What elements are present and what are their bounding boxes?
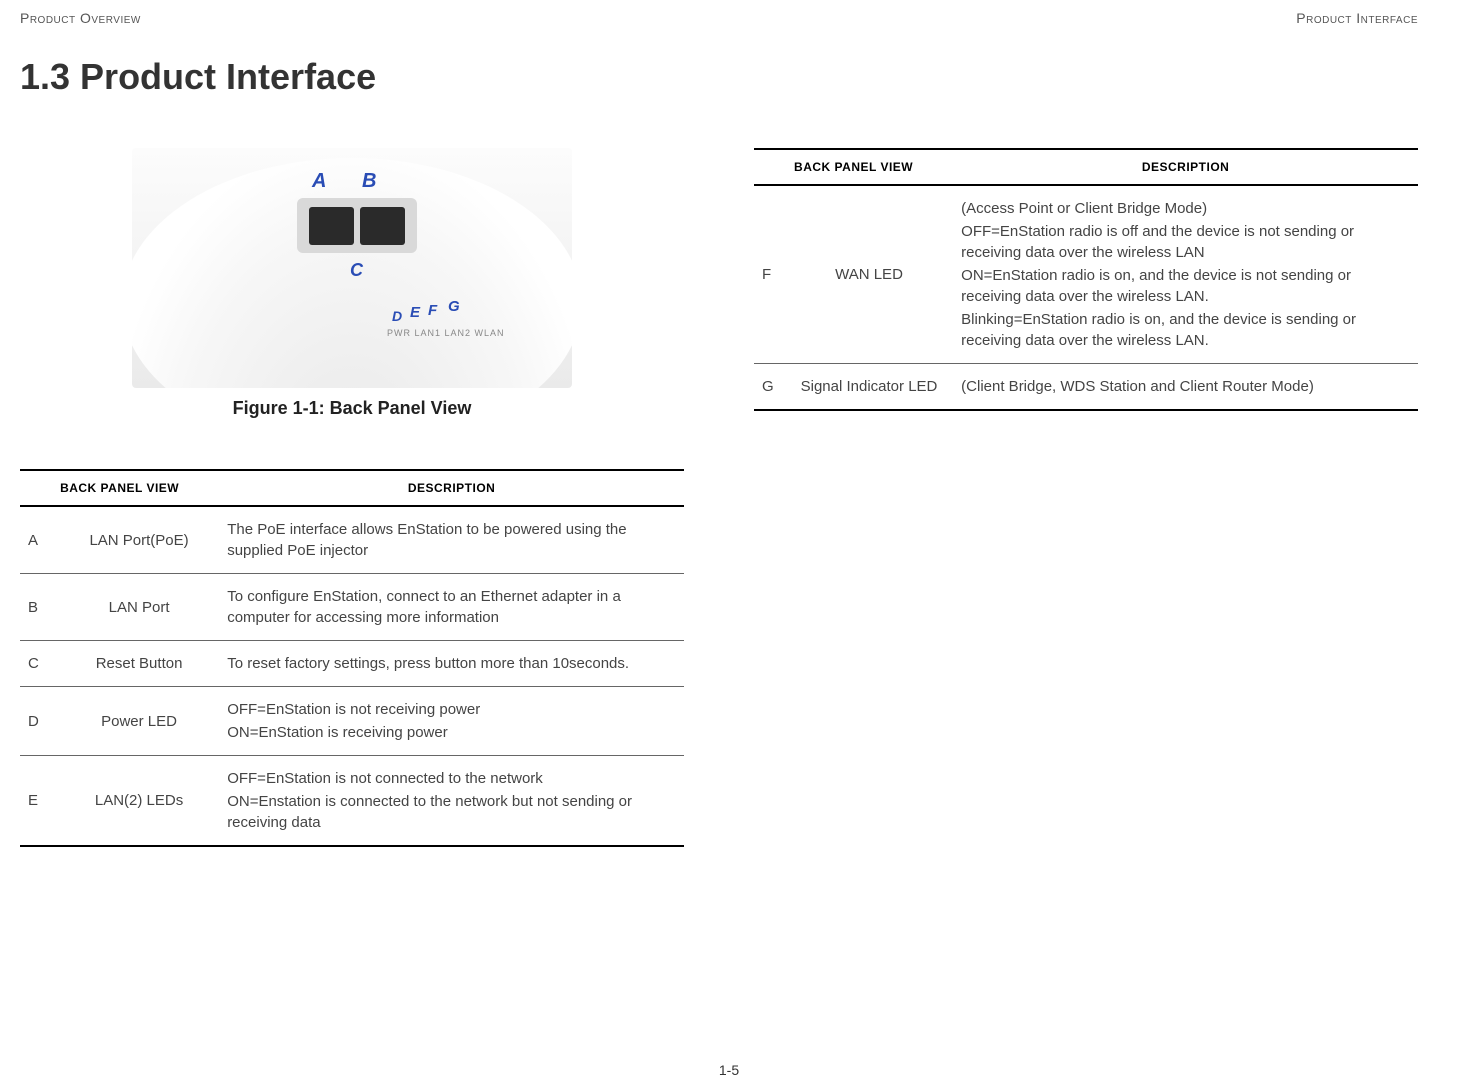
right-table: BACK PANEL VIEW DESCRIPTION FWAN LED(Acc…	[754, 148, 1418, 411]
description-line: (Access Point or Client Bridge Mode)	[961, 198, 1410, 219]
content-columns: A B C D E F G PWR LAN1 LAN2 WLAN Figure …	[0, 118, 1458, 847]
row-name: LAN Port(PoE)	[59, 506, 219, 574]
th-view: BACK PANEL VIEW	[20, 470, 219, 506]
description-line: ON=Enstation is connected to the network…	[227, 791, 676, 833]
row-key: E	[20, 756, 59, 847]
table-header-row: BACK PANEL VIEW DESCRIPTION	[754, 149, 1418, 185]
left-table: BACK PANEL VIEW DESCRIPTION ALAN Port(Po…	[20, 469, 684, 847]
row-name: Signal Indicator LED	[785, 364, 953, 411]
description-line: To configure EnStation, connect to an Et…	[227, 586, 676, 628]
row-name: Reset Button	[59, 641, 219, 687]
table-row: CReset Button To reset factory settings, …	[20, 641, 684, 687]
port-lan2	[360, 207, 405, 245]
led-strip-text: PWR LAN1 LAN2 WLAN	[387, 328, 505, 338]
th-view: BACK PANEL VIEW	[754, 149, 953, 185]
row-description: The PoE interface allows EnStation to be…	[219, 506, 684, 574]
callout-E: E	[410, 304, 420, 321]
description-line: To reset factory settings, press button …	[227, 653, 676, 674]
row-key: A	[20, 506, 59, 574]
row-description: (Access Point or Client Bridge Mode)OFF=…	[953, 185, 1418, 364]
row-name: LAN(2) LEDs	[59, 756, 219, 847]
description-line: ON=EnStation is receiving power	[227, 722, 676, 743]
description-line: ON=EnStation radio is on, and the device…	[961, 265, 1410, 307]
callout-A: A	[312, 170, 326, 193]
callout-B: B	[362, 170, 376, 193]
right-column: BACK PANEL VIEW DESCRIPTION FWAN LED(Acc…	[754, 148, 1418, 847]
header-right: Product Interface	[1296, 10, 1418, 26]
table-row: GSignal Indicator LED (Client Bridge, WDS…	[754, 364, 1418, 411]
row-name: Power LED	[59, 687, 219, 756]
description-line: (Client Bridge, WDS Station and Client R…	[961, 376, 1410, 397]
row-key: G	[754, 364, 785, 411]
description-line: The PoE interface allows EnStation to be…	[227, 519, 676, 561]
callout-D: D	[392, 308, 402, 324]
row-name: LAN Port	[59, 574, 219, 641]
table-header-row: BACK PANEL VIEW DESCRIPTION	[20, 470, 684, 506]
table-row: ALAN Port(PoE)The PoE interface allows E…	[20, 506, 684, 574]
row-key: D	[20, 687, 59, 756]
figure: A B C D E F G PWR LAN1 LAN2 WLAN Figure …	[20, 148, 684, 419]
table-row: BLAN PortTo configure EnStation, connect…	[20, 574, 684, 641]
th-desc: DESCRIPTION	[953, 149, 1418, 185]
row-key: F	[754, 185, 785, 364]
callout-F: F	[428, 302, 437, 319]
callout-C: C	[350, 260, 363, 281]
ports-box	[297, 198, 417, 253]
th-desc: DESCRIPTION	[219, 470, 684, 506]
table-row: FWAN LED(Access Point or Client Bridge M…	[754, 185, 1418, 364]
section-heading: 1.3 Product Interface	[0, 26, 1458, 118]
row-name: WAN LED	[785, 185, 953, 364]
row-description: To configure EnStation, connect to an Et…	[219, 574, 684, 641]
figure-caption: Figure 1-1: Back Panel View	[20, 398, 684, 419]
row-description: OFF=EnStation is not receiving powerON=E…	[219, 687, 684, 756]
left-column: A B C D E F G PWR LAN1 LAN2 WLAN Figure …	[20, 148, 684, 847]
port-lan1	[309, 207, 354, 245]
row-description: To reset factory settings, press button …	[219, 641, 684, 687]
header-left: Product Overview	[20, 10, 141, 26]
row-key: C	[20, 641, 59, 687]
row-description: (Client Bridge, WDS Station and Client R…	[953, 364, 1418, 411]
description-line: OFF=EnStation radio is off and the devic…	[961, 221, 1410, 263]
page-number: 1-5	[0, 1062, 1458, 1078]
description-line: OFF=EnStation is not connected to the ne…	[227, 768, 676, 789]
table-row: DPower LEDOFF=EnStation is not receiving…	[20, 687, 684, 756]
description-line: OFF=EnStation is not receiving power	[227, 699, 676, 720]
row-description: OFF=EnStation is not connected to the ne…	[219, 756, 684, 847]
device-image: A B C D E F G PWR LAN1 LAN2 WLAN	[132, 148, 572, 388]
row-key: B	[20, 574, 59, 641]
page-header: Product Overview Product Interface	[0, 0, 1458, 26]
callout-G: G	[448, 298, 460, 315]
table-row: ELAN(2) LEDs OFF=EnStation is not connect…	[20, 756, 684, 847]
description-line: Blinking=EnStation radio is on, and the …	[961, 309, 1410, 351]
